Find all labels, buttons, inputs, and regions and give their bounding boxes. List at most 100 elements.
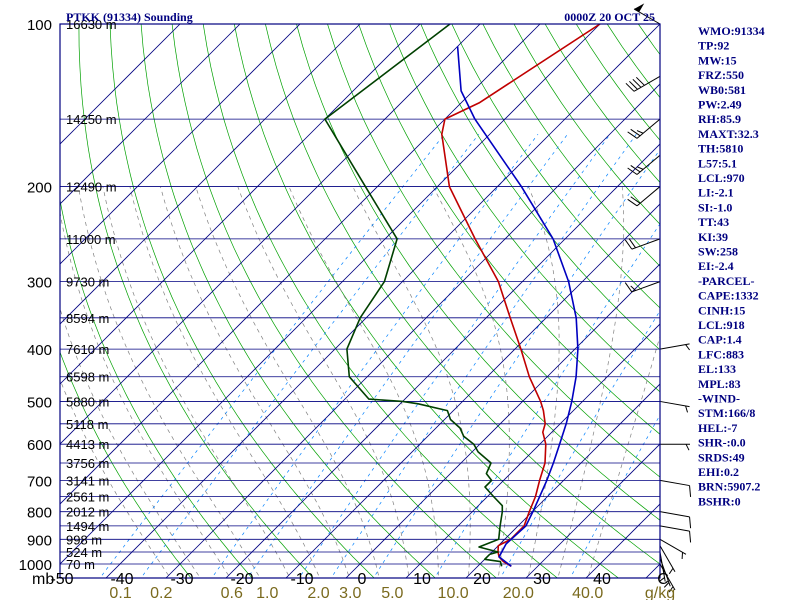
moist-adiabat-line bbox=[160, 186, 349, 576]
index-value: TH:5810 bbox=[698, 142, 743, 156]
height-label: 3756 m bbox=[66, 456, 109, 471]
isotherms bbox=[60, 24, 660, 578]
wind-barb bbox=[658, 551, 666, 582]
pressure-tick-label: 400 bbox=[27, 342, 52, 359]
mixing-ratio-line bbox=[211, 133, 539, 578]
mixing-ratio-label: 20.0 bbox=[503, 585, 534, 600]
wind-barb-feather bbox=[689, 516, 692, 529]
wind-barb-feather bbox=[627, 167, 638, 175]
temperature-tick-label: 30 bbox=[533, 571, 551, 588]
wind-barb-feather bbox=[685, 443, 690, 451]
temperature-tick-label: 40 bbox=[593, 571, 611, 588]
wind-barb-staff bbox=[659, 479, 690, 487]
wind-barb bbox=[659, 545, 676, 575]
index-value: TT:43 bbox=[698, 215, 729, 229]
dry-adiabat-line bbox=[109, 24, 375, 578]
index-value: SI:-1.0 bbox=[698, 200, 732, 214]
pressure-tick-label: 800 bbox=[27, 505, 52, 522]
index-value: MPL:83 bbox=[698, 377, 741, 391]
mixing-ratio-label: 1.0 bbox=[256, 585, 278, 600]
index-value: LI:-2.1 bbox=[698, 186, 734, 200]
moist-adiabat-line bbox=[60, 210, 229, 576]
isotherm-line bbox=[60, 24, 541, 505]
temperature-profile-line bbox=[440, 24, 601, 567]
moist-adiabat-line bbox=[288, 186, 439, 576]
mixing-ratio-line bbox=[372, 148, 660, 578]
pressure-tick-label: 900 bbox=[27, 532, 52, 549]
index-value: EHI:0.2 bbox=[698, 465, 739, 479]
wind-barb-feather bbox=[689, 531, 692, 543]
wind-barb-feather bbox=[625, 82, 635, 92]
index-value: EI:-2.4 bbox=[698, 259, 734, 273]
wind-barb-feather bbox=[630, 165, 641, 173]
wind-barb bbox=[624, 281, 661, 293]
index-value: LFC:883 bbox=[698, 347, 744, 361]
height-label: 11000 m bbox=[66, 232, 116, 247]
dry-adiabat-line bbox=[358, 24, 660, 435]
dry-adiabat-line bbox=[482, 24, 660, 267]
mixing-ratio-unit: g/kg bbox=[645, 585, 675, 600]
wind-barb-feather bbox=[636, 166, 644, 170]
height-label: 2561 m bbox=[66, 490, 109, 505]
index-value: WMO:91334 bbox=[698, 24, 765, 38]
parcel-profile-line bbox=[456, 46, 579, 567]
wind-barbs bbox=[624, 3, 692, 593]
temperature-axis-unit: C bbox=[657, 571, 669, 588]
index-value: MW:15 bbox=[698, 53, 737, 67]
pressure-tick-label: 200 bbox=[27, 180, 52, 197]
index-value: BSHR:0 bbox=[698, 494, 741, 508]
height-label: 5118 m bbox=[66, 417, 108, 432]
wind-barb-feather bbox=[663, 582, 670, 588]
wind-barb-feather bbox=[627, 131, 638, 139]
wind-barb-feather bbox=[630, 196, 641, 204]
dry-adiabat-line bbox=[451, 24, 660, 309]
wind-barb-staff bbox=[636, 186, 661, 207]
temperature-tick-label: 0 bbox=[358, 571, 367, 588]
temperature-tick-label: 10 bbox=[413, 571, 431, 588]
temperature-tick-label: -40 bbox=[110, 571, 133, 588]
wind-barb-staff bbox=[659, 545, 676, 572]
temperature-tick-label: -50 bbox=[50, 571, 73, 588]
mixing-ratio-label: 5.0 bbox=[381, 585, 403, 600]
mixing-ratio-label: 0.2 bbox=[150, 585, 172, 600]
pressure-tick-label: 600 bbox=[27, 437, 52, 454]
height-label: 16630 m bbox=[66, 17, 117, 32]
wind-barb-feather bbox=[636, 130, 644, 134]
mixing-ratio-label: 10.0 bbox=[438, 585, 469, 600]
dry-adiabat-line bbox=[202, 24, 558, 578]
dry-adiabat-line bbox=[78, 24, 314, 578]
index-value: SRDS:49 bbox=[698, 450, 745, 464]
isotherm-line bbox=[60, 24, 421, 385]
moist-adiabat-line bbox=[528, 186, 560, 576]
temperature-tick-label: -20 bbox=[230, 571, 253, 588]
index-value: L57:5.1 bbox=[698, 156, 737, 170]
index-value: WB0:581 bbox=[698, 83, 746, 97]
index-value: STM:166/8 bbox=[698, 406, 755, 420]
isotherm-line bbox=[60, 24, 181, 145]
dry-adiabat-line bbox=[420, 24, 660, 351]
wind-barb-staff bbox=[636, 118, 661, 139]
index-value: CAPE:1332 bbox=[698, 289, 759, 303]
index-value: KI:39 bbox=[698, 230, 728, 244]
wind-barb bbox=[627, 118, 661, 139]
temperature-tick-label: 20 bbox=[473, 571, 491, 588]
wind-barb-feather bbox=[658, 577, 665, 582]
wind-barb-feather bbox=[630, 285, 636, 291]
wind-barb-staff bbox=[631, 281, 661, 293]
moist-adiabat-line bbox=[558, 186, 625, 576]
wind-barb bbox=[659, 479, 692, 497]
mixing-ratio-label: 3.0 bbox=[339, 585, 361, 600]
isotherm-line bbox=[105, 24, 660, 578]
index-value: LCL:918 bbox=[698, 318, 745, 332]
mixing-ratio-label: 2.0 bbox=[307, 585, 329, 600]
height-label: 5880 m bbox=[66, 394, 109, 409]
height-label: 8594 m bbox=[66, 311, 109, 326]
mixing-ratio-line bbox=[140, 133, 480, 578]
wind-barb-feather bbox=[685, 344, 691, 351]
index-value: PW:2.49 bbox=[698, 98, 742, 112]
height-label: 2012 m bbox=[66, 505, 109, 520]
pressure-tick-label: 1000 bbox=[19, 557, 52, 574]
wind-barb-feather bbox=[624, 282, 633, 293]
